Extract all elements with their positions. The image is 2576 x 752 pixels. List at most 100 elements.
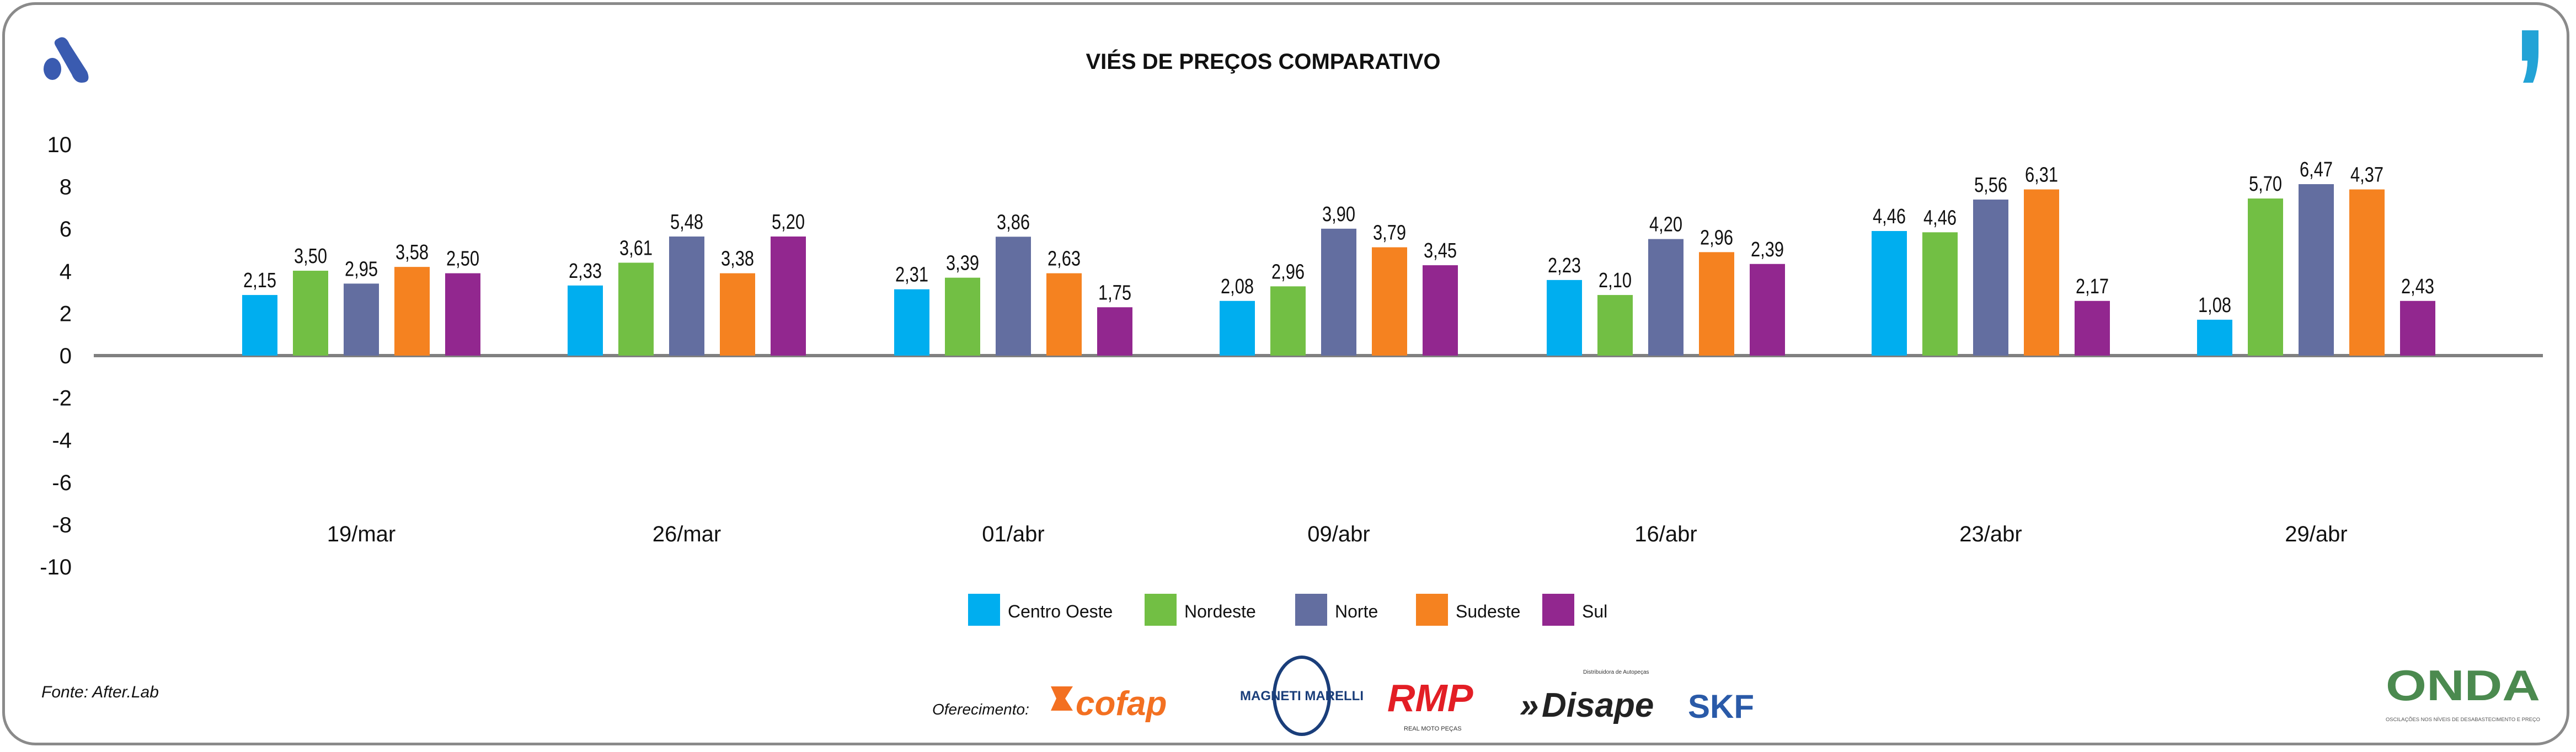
y-tick-label: -8 bbox=[52, 513, 72, 537]
legend-label: Centro Oeste bbox=[1008, 601, 1113, 621]
data-label: 2,39 bbox=[1751, 238, 1784, 261]
svg-text:RMP: RMP bbox=[1387, 676, 1473, 719]
magneti-marelli-logo: MAGNETI MARELLI bbox=[1240, 656, 1364, 736]
bar-sudeste bbox=[1372, 247, 1407, 356]
x-tick-label: 01/abr bbox=[982, 522, 1044, 546]
legend-label: Nordeste bbox=[1184, 601, 1256, 621]
data-label: 2,08 bbox=[1221, 275, 1254, 298]
data-label: 5,20 bbox=[772, 211, 805, 234]
bar-norte bbox=[1973, 199, 2008, 356]
data-label: 3,45 bbox=[1424, 239, 1457, 262]
y-tick-label: 0 bbox=[60, 344, 72, 368]
y-tick-label: -2 bbox=[52, 386, 72, 411]
bar-sudeste bbox=[720, 273, 755, 356]
legend-item: Nordeste bbox=[1145, 594, 1256, 626]
y-tick-label: 6 bbox=[60, 217, 72, 241]
data-label: 2,15 bbox=[243, 269, 276, 292]
bar-norte bbox=[1321, 228, 1356, 356]
legend-label: Norte bbox=[1335, 601, 1378, 621]
data-label: 5,56 bbox=[1974, 174, 2007, 197]
source-note: Fonte: After.Lab bbox=[41, 683, 159, 701]
bar-nordeste bbox=[945, 277, 980, 356]
legend-item: Sul bbox=[1542, 594, 1607, 626]
y-tick-label: -10 bbox=[40, 555, 72, 579]
data-label: 2,95 bbox=[345, 257, 378, 281]
brand-comma-logo-icon bbox=[2522, 30, 2538, 83]
bar-centro-oeste bbox=[1220, 300, 1255, 356]
bar-centro-oeste bbox=[2197, 319, 2232, 356]
svg-text:MAGNETI MARELLI: MAGNETI MARELLI bbox=[1240, 689, 1364, 703]
bar-centro-oeste bbox=[1547, 280, 1582, 356]
bar-sul bbox=[771, 236, 806, 356]
skf-logo: SKF bbox=[1688, 688, 1754, 725]
bar-sudeste bbox=[1046, 273, 1082, 356]
bar-sul bbox=[1423, 265, 1458, 356]
svg-text:Disape: Disape bbox=[1542, 686, 1654, 724]
x-tick-label: 09/abr bbox=[1307, 522, 1370, 546]
bar-sudeste bbox=[2024, 189, 2059, 356]
legend-item: Centro Oeste bbox=[968, 594, 1113, 626]
bar-sudeste bbox=[2349, 189, 2385, 356]
legend-swatch bbox=[1145, 594, 1177, 626]
x-tick-label: 19/mar bbox=[327, 522, 396, 546]
legend-swatch bbox=[1542, 594, 1574, 626]
data-label: 6,47 bbox=[2300, 158, 2333, 181]
data-label: 2,10 bbox=[1599, 269, 1632, 292]
bar-norte bbox=[1648, 239, 1684, 356]
y-tick-label: 2 bbox=[60, 302, 72, 326]
data-label: 2,50 bbox=[446, 248, 479, 271]
y-tick-label: 10 bbox=[47, 133, 72, 157]
legend-label: Sudeste bbox=[1456, 601, 1520, 621]
legend-swatch bbox=[968, 594, 1000, 626]
legend-swatch bbox=[1295, 594, 1327, 626]
bar-sul bbox=[1097, 307, 1132, 356]
svg-text:»: » bbox=[1520, 686, 1538, 724]
data-label: 6,31 bbox=[2025, 164, 2058, 187]
svg-text:REAL MOTO PEÇAS: REAL MOTO PEÇAS bbox=[1404, 726, 1462, 732]
data-label: 1,75 bbox=[1098, 281, 1131, 304]
svg-text:OSCILAÇÕES NOS NÍVEIS DE DESAB: OSCILAÇÕES NOS NÍVEIS DE DESABASTECIMENT… bbox=[2386, 717, 2540, 722]
data-label: 5,70 bbox=[2249, 173, 2282, 196]
data-label: 1,08 bbox=[2198, 294, 2231, 317]
y-tick-label: -6 bbox=[52, 471, 72, 495]
cofap-logo: cofap bbox=[1051, 685, 1167, 723]
data-label: 2,23 bbox=[1548, 254, 1581, 277]
bar-sul bbox=[2075, 300, 2110, 356]
data-label: 4,46 bbox=[1923, 206, 1957, 229]
bar-centro-oeste bbox=[242, 295, 277, 356]
data-label: 2,96 bbox=[1700, 226, 1733, 249]
legend-item: Sudeste bbox=[1416, 594, 1520, 626]
bar-sudeste bbox=[394, 267, 430, 356]
legend-swatch bbox=[1416, 594, 1448, 626]
legend-item: Norte bbox=[1295, 594, 1378, 626]
bar-nordeste bbox=[1597, 295, 1633, 356]
bar-nordeste bbox=[2248, 198, 2283, 356]
data-label: 2,33 bbox=[569, 260, 602, 283]
data-label: 3,79 bbox=[1373, 222, 1406, 245]
bar-sudeste bbox=[1699, 252, 1734, 356]
x-tick-label: 16/abr bbox=[1634, 522, 1697, 546]
brand-a-logo-icon bbox=[44, 37, 89, 83]
bar-nordeste bbox=[1270, 286, 1306, 356]
x-tick-label: 29/abr bbox=[2285, 522, 2347, 546]
chart-title: VIÉS DE PREÇOS COMPARATIVO bbox=[1086, 49, 1440, 74]
bar-nordeste bbox=[1922, 232, 1958, 356]
data-label: 3,61 bbox=[619, 237, 653, 260]
data-label: 2,63 bbox=[1047, 248, 1081, 271]
bar-centro-oeste bbox=[568, 285, 603, 356]
svg-text:Distribuidora de Autopeças: Distribuidora de Autopeças bbox=[1583, 669, 1649, 675]
rmp-logo: RMP REAL MOTO PEÇAS bbox=[1387, 676, 1473, 732]
sponsor-label: Oferecimento: bbox=[932, 701, 1029, 718]
bar-norte bbox=[2299, 184, 2334, 356]
y-tick-label: 8 bbox=[60, 175, 72, 200]
data-label: 5,48 bbox=[670, 211, 703, 234]
x-tick-label: 23/abr bbox=[1959, 522, 2022, 546]
y-tick-label: -4 bbox=[52, 428, 72, 453]
data-label: 2,17 bbox=[2076, 275, 2109, 298]
bar-norte bbox=[669, 236, 704, 356]
x-tick-label: 26/mar bbox=[653, 522, 722, 546]
svg-text:ONDA: ONDA bbox=[2386, 661, 2540, 710]
data-label: 3,39 bbox=[946, 252, 979, 275]
legend-label: Sul bbox=[1582, 601, 1607, 621]
